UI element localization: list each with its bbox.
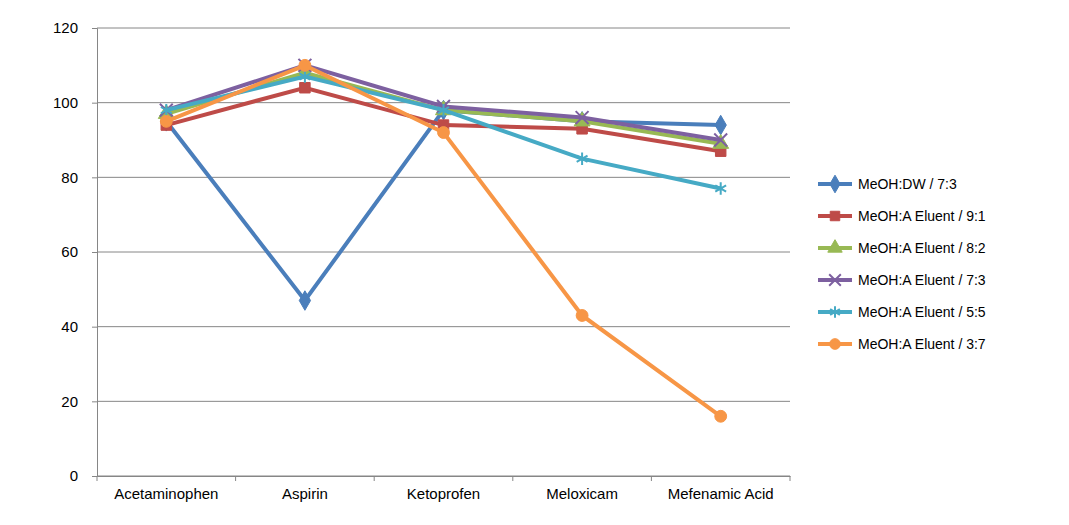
- legend-label: MeOH:A Eluent / 5:5: [858, 304, 986, 320]
- grid-line: [97, 177, 790, 178]
- series-line: [166, 65, 720, 416]
- legend-label: MeOH:DW / 7:3: [858, 176, 957, 192]
- y-axis-line: [92, 29, 98, 477]
- series: [161, 82, 726, 156]
- x-separator: [97, 476, 98, 481]
- y-tick-mark: [92, 103, 97, 104]
- grid-line: [97, 326, 790, 327]
- x-tick: Ketoprofen: [407, 485, 480, 502]
- marker: [160, 115, 172, 127]
- x-tick: Mefenamic Acid: [668, 485, 774, 502]
- series-line: [166, 88, 720, 151]
- legend-label: MeOH:A Eluent / 3:7: [858, 336, 986, 352]
- y-tick: 20: [61, 393, 97, 410]
- marker: [713, 135, 729, 149]
- x-separator: [512, 476, 513, 481]
- y-tick: 100: [53, 94, 97, 111]
- grid-line: [97, 401, 790, 402]
- y-tick: 80: [61, 169, 97, 186]
- legend-marker: [830, 211, 839, 220]
- x-tick: Acetaminophen: [114, 485, 218, 502]
- marker: [438, 127, 450, 139]
- series: [158, 64, 728, 149]
- grid: [97, 28, 790, 476]
- y-tick: 60: [61, 243, 97, 260]
- marker: [300, 82, 310, 92]
- y-tick-mark: [92, 476, 97, 477]
- legend-label: MeOH:A Eluent / 8:2: [858, 240, 986, 256]
- y-tick-label: 0: [70, 467, 78, 484]
- marker: [299, 59, 311, 71]
- legend-item: MeOH:A Eluent / 9:1: [818, 208, 986, 224]
- marker: [298, 59, 311, 72]
- y-tick-label: 100: [53, 94, 78, 111]
- x-tick: Aspirin: [282, 485, 328, 502]
- legend-marker: [830, 175, 840, 193]
- x-tick-label: Ketoprofen: [407, 485, 480, 502]
- x-separator: [235, 476, 236, 481]
- marker: [576, 310, 588, 322]
- marker: [714, 134, 727, 147]
- y-tick-label: 40: [61, 318, 78, 335]
- x-separator: [790, 476, 791, 481]
- chart: 0 20 40 60 80 100 120 Acetaminophen Aspirin Ketop…: [0, 0, 1069, 525]
- marker: [576, 111, 589, 124]
- x-tick-label: Acetaminophen: [114, 485, 218, 502]
- marker: [299, 70, 310, 83]
- legend: MeOH:DW / 7:3 MeOH:A Eluent / 9:1 MeOH:A E…: [818, 175, 986, 352]
- legend-item: MeOH:A Eluent / 7:3: [818, 272, 986, 288]
- legend-label: MeOH:A Eluent / 9:1: [858, 208, 986, 224]
- y-tick-mark: [92, 28, 97, 29]
- x-tick: Meloxicam: [546, 485, 618, 502]
- y-tick: 120: [53, 19, 97, 36]
- series-line: [166, 77, 720, 189]
- y-tick-mark: [92, 401, 97, 402]
- y-tick-mark: [92, 327, 97, 328]
- marker: [715, 182, 726, 195]
- series: [160, 59, 726, 422]
- legend-item: MeOH:A Eluent / 8:2: [818, 240, 986, 256]
- y-tick-label: 20: [61, 393, 78, 410]
- legend-marker: [828, 240, 842, 252]
- x-tick-label: Mefenamic Acid: [668, 485, 774, 502]
- series: [160, 59, 727, 147]
- marker: [299, 291, 310, 311]
- legend-marker: [830, 339, 841, 350]
- x-tick-label: Aspirin: [282, 485, 328, 502]
- marker: [715, 410, 727, 422]
- y-tick-mark: [92, 252, 97, 253]
- x-separator: [374, 476, 375, 481]
- x-separator: [651, 476, 652, 481]
- y-tick-label: 80: [61, 169, 78, 186]
- legend-marker: [830, 306, 840, 317]
- series-line: [166, 65, 720, 140]
- x-tick-label: Meloxicam: [546, 485, 618, 502]
- legend-item: MeOH:A Eluent / 3:7: [818, 336, 986, 352]
- plot-area: [158, 59, 728, 422]
- y-axis: 0 20 40 60 80 100 120: [53, 19, 98, 484]
- legend-item: MeOH:A Eluent / 5:5: [818, 304, 986, 320]
- grid-line: [97, 476, 790, 477]
- legend-marker: [829, 274, 841, 286]
- marker: [577, 152, 588, 165]
- y-tick: 40: [61, 318, 97, 335]
- y-tick-label: 60: [61, 243, 78, 260]
- marker: [715, 115, 726, 135]
- y-tick-mark: [92, 177, 97, 178]
- grid-line: [97, 252, 790, 253]
- y-tick-label: 120: [53, 19, 78, 36]
- x-axis: Acetaminophen Aspirin Ketoprofen Meloxicam M…: [97, 476, 791, 502]
- x-axis-line: [98, 476, 791, 477]
- y-tick: 0: [70, 467, 97, 484]
- legend-item: MeOH:DW / 7:3: [818, 175, 957, 193]
- marker: [438, 104, 449, 117]
- marker: [161, 104, 172, 117]
- legend-label: MeOH:A Eluent / 7:3: [858, 272, 986, 288]
- grid-line: [97, 28, 790, 29]
